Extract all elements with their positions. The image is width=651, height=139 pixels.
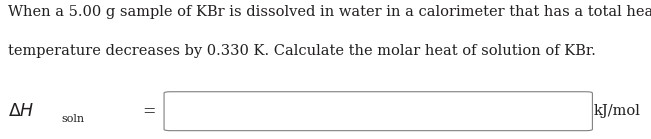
Text: When a 5.00 g sample of KBr is dissolved in water in a calorimeter that has a to: When a 5.00 g sample of KBr is dissolved…	[8, 4, 651, 19]
Text: =: =	[142, 103, 156, 120]
FancyBboxPatch shape	[164, 92, 592, 131]
Text: $\Delta\mathit{H}$: $\Delta\mathit{H}$	[8, 102, 35, 120]
Text: kJ/mol: kJ/mol	[594, 104, 641, 118]
Text: soln: soln	[61, 114, 85, 124]
Text: temperature decreases by 0.330 K. Calculate the molar heat of solution of KBr.: temperature decreases by 0.330 K. Calcul…	[8, 44, 596, 59]
